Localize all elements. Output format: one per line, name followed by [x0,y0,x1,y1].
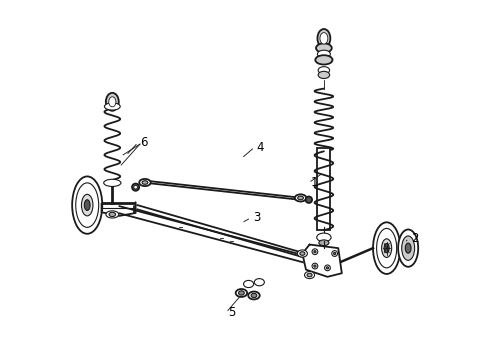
Text: 2: 2 [411,231,418,244]
Bar [318,148,330,230]
Circle shape [306,197,312,203]
Ellipse shape [109,97,116,107]
Ellipse shape [139,179,151,186]
Polygon shape [302,244,342,277]
Text: 4: 4 [256,140,264,153]
Ellipse shape [297,250,307,257]
Ellipse shape [81,194,93,216]
Ellipse shape [318,50,330,58]
Ellipse shape [104,179,121,186]
Ellipse shape [398,229,418,267]
Circle shape [314,265,316,267]
Ellipse shape [109,212,116,217]
Ellipse shape [298,196,303,200]
Circle shape [326,267,329,269]
Ellipse shape [248,292,260,300]
Ellipse shape [318,67,330,74]
Ellipse shape [295,194,306,202]
Ellipse shape [236,289,247,297]
Ellipse shape [244,280,254,288]
Ellipse shape [84,200,90,211]
Circle shape [334,252,336,255]
Circle shape [324,265,330,271]
Text: 3: 3 [253,211,260,224]
Ellipse shape [254,279,265,286]
Ellipse shape [251,293,257,298]
Circle shape [332,251,338,256]
Ellipse shape [316,43,332,53]
Circle shape [132,184,139,191]
Ellipse shape [300,252,305,255]
Ellipse shape [373,222,400,274]
Ellipse shape [377,228,397,268]
Circle shape [314,251,316,253]
Ellipse shape [142,181,148,184]
Ellipse shape [76,183,98,227]
Ellipse shape [320,33,328,44]
Circle shape [312,263,318,269]
Ellipse shape [72,176,102,234]
Text: 1: 1 [310,176,318,189]
Ellipse shape [106,211,119,218]
Circle shape [134,185,137,189]
Ellipse shape [239,291,245,295]
Ellipse shape [307,273,312,277]
Text: 5: 5 [228,306,235,319]
Circle shape [312,249,318,255]
Ellipse shape [104,103,120,110]
Ellipse shape [382,239,392,257]
Ellipse shape [402,236,415,260]
Ellipse shape [317,233,331,242]
Ellipse shape [315,55,333,64]
Ellipse shape [318,29,330,48]
Ellipse shape [405,243,411,253]
Ellipse shape [304,271,315,279]
Ellipse shape [318,71,330,78]
Ellipse shape [319,240,329,246]
Text: 6: 6 [140,136,147,149]
Ellipse shape [384,243,389,253]
Ellipse shape [106,93,119,111]
